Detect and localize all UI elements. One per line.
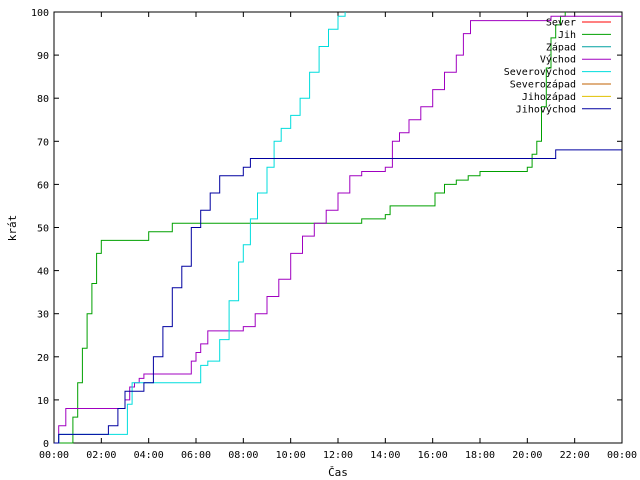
legend-label: Sever [546, 18, 576, 29]
y-tick-label: 60 [37, 180, 49, 191]
series-lines [54, 12, 622, 444]
series-line-severovýchod [54, 12, 346, 444]
x-axis-title: Čas [328, 466, 348, 479]
y-tick-label: 40 [37, 267, 49, 278]
x-tick-labels: 00:00 02:00 04:00 06:00 08:00 10:00 12:00 14:00… [39, 450, 637, 461]
axis-ticks [53, 11, 623, 444]
x-tick-label: 06:00 [181, 450, 211, 461]
y-tick-label: 100 [31, 8, 49, 19]
legend-label: Severovýchod [504, 66, 576, 78]
x-tick-label: 14:00 [370, 450, 400, 461]
y-tick-label: 20 [37, 353, 49, 364]
legend-label: Jihozápad [522, 91, 576, 103]
legend-label: Východ [540, 54, 576, 66]
y-tick-label: 0 [43, 439, 49, 450]
y-tick-label: 10 [37, 396, 49, 407]
legend: SeverJihZápadVýchodSeverovýchodSeverozáp… [504, 18, 611, 115]
x-tick-label: 12:00 [323, 450, 353, 461]
x-tick-label: 04:00 [134, 450, 164, 461]
y-tick-labels: 0 10 20 30 40 50 60 70 80 90 100 [31, 8, 49, 450]
series-line-jih [54, 12, 566, 444]
legend-label: Jihovýchod [516, 103, 576, 115]
x-tick-label: 02:00 [86, 450, 116, 461]
y-tick-label: 30 [37, 310, 49, 321]
x-tick-label: 20:00 [512, 450, 542, 461]
y-tick-label: 90 [37, 51, 49, 62]
y-tick-label: 80 [37, 94, 49, 105]
x-tick-label: 08:00 [228, 450, 258, 461]
y-axis-title: krát [6, 215, 19, 242]
x-tick-label: 22:00 [560, 450, 590, 461]
legend-label: Západ [546, 41, 576, 53]
x-tick-label: 10:00 [276, 450, 306, 461]
legend-label: Jih [558, 30, 576, 41]
x-tick-label: 18:00 [465, 450, 495, 461]
x-tick-label: 16:00 [418, 450, 448, 461]
x-tick-label: 00:00 [39, 450, 69, 461]
y-tick-label: 50 [37, 224, 49, 235]
legend-label: Severozápad [510, 79, 576, 91]
x-tick-label: 00:00 [607, 450, 637, 461]
y-tick-label: 70 [37, 137, 49, 148]
series-line-jihovýchod [54, 149, 622, 444]
